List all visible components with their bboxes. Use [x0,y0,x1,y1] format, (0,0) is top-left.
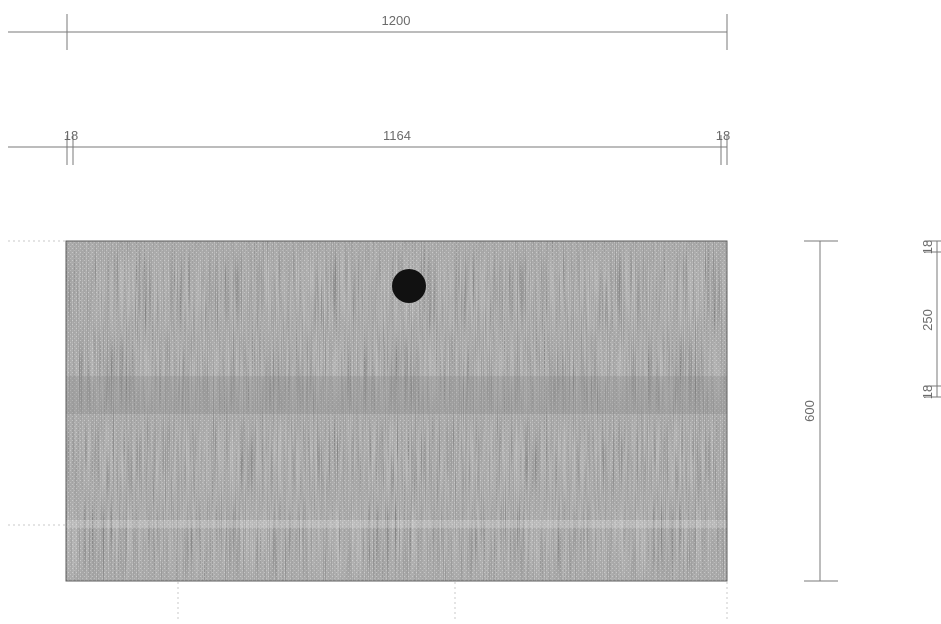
side-bottom-thickness-label: 18 [920,385,935,399]
overall-width-label: 1200 [382,13,411,28]
right-thickness-label: 18 [716,128,730,143]
side-top-thickness-label: 18 [920,240,935,254]
panel-band-lower [66,520,727,528]
inner-width-label: 1164 [383,128,411,143]
desktop-panel [65,240,728,582]
panel-speckle [66,241,727,581]
side-height-label: 250 [920,309,935,331]
cable-hole-icon [392,269,426,303]
depth-label: 600 [802,400,817,422]
overall-width-dimension: 1200 [8,13,728,50]
extension-lines [8,240,728,622]
depth-dimension: 600 [802,240,838,582]
panel-outline [65,240,728,582]
left-thickness-label: 18 [64,128,78,143]
side-section-dimension: 18 250 18 [920,240,941,399]
inner-width-dimension: 18 1164 18 [8,128,730,165]
panel-band-upper [66,376,727,414]
